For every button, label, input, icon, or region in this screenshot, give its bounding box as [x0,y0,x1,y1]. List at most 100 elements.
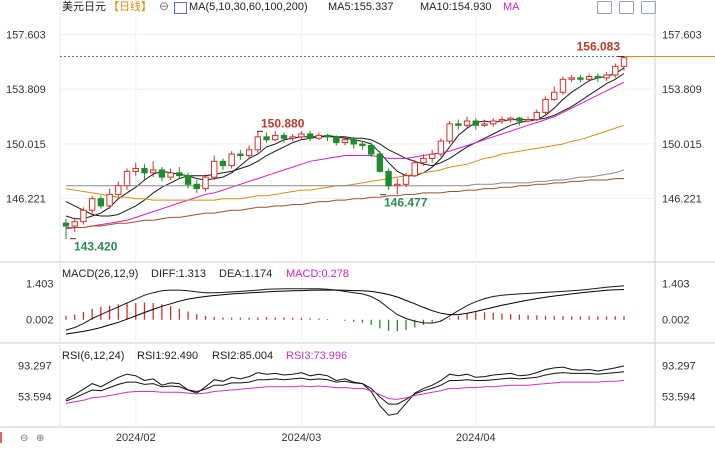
candle-body [394,183,401,187]
candle-body [324,134,331,138]
candle-body [490,120,497,125]
candle-body [446,123,453,142]
candle-body [315,134,323,139]
candle-body [280,134,288,139]
candle-body [463,120,471,126]
candle-body [219,160,227,167]
candle-body [585,75,593,80]
x-tick-label: 2024/04 [456,432,496,444]
candle-body [176,172,183,177]
candle-body [620,57,628,67]
candle-body [507,117,514,121]
candle-body [289,136,296,139]
candle-body [385,170,392,187]
candle-body [333,136,340,144]
rsi-y-tick-right: 93.297 [662,360,696,372]
macd-y-tick-left: 1.403 [26,279,54,291]
candle-body [524,119,532,122]
candle-body [149,169,157,174]
candle-body [367,144,375,155]
candle-body [411,162,418,177]
extreme-label: 146.477 [384,196,428,210]
ma5-label: MA5:155.337 [328,1,394,13]
candle-body [559,78,567,93]
candle-body [428,153,436,159]
candle-body [71,221,78,227]
candle-body [350,139,357,145]
y-tick-label-left: 153.809 [6,84,46,96]
candle-body [97,198,105,207]
ma-more-label[interactable]: MA [503,1,520,13]
macd-dea: DEA:1.174 [219,268,273,280]
rsi-y-tick-right: 53.594 [662,392,696,404]
rsi-line-rsi3 [65,380,625,404]
candle-body [115,185,122,195]
y-tick-label-right: 157.603 [662,30,702,42]
macd-y-tick-right: 0.002 [662,315,690,327]
macd-diff-line [65,285,625,331]
candle-body [359,143,366,146]
y-tick-label-right: 146.221 [662,193,702,205]
candle-body [542,98,549,113]
candle-body [167,172,174,178]
extreme-label: 150.880 [261,116,305,130]
candle-body [80,209,87,223]
macd-y-tick-left: 0.002 [26,315,54,327]
rsi2-label: RSI2:85.004 [212,350,274,362]
ma-line-ma200 [65,178,624,230]
candle-body [455,123,462,126]
zoom-out-icon[interactable]: ⊖ [20,433,29,444]
candle-body [298,133,305,138]
fullscreen-icon[interactable] [641,1,656,14]
candle-body [141,167,148,174]
macd-value: MACD:0.278 [286,268,349,280]
macd-title: MACD(26,12,9) [62,268,139,280]
candle-body [62,222,70,227]
x-tick-label: 2024/02 [116,432,156,444]
rsi-y-tick-left: 53.594 [18,392,52,404]
ma-label[interactable]: MA(5,10,30,60,100,200) [189,1,308,13]
macd-y-tick-right: 1.403 [662,279,690,291]
candle-body [516,117,523,122]
candle-body [437,140,445,155]
macd-diff: DIFF:1.313 [151,268,207,280]
candle-body [568,77,575,80]
candle-body [184,175,192,185]
candle-body [306,133,314,139]
candle-body [237,153,244,157]
extreme-label: 143.420 [74,240,118,254]
candle-body [577,77,584,80]
y-tick-label-left: 150.015 [6,139,46,151]
settings-icon[interactable]: ⊖ [159,0,170,13]
candle-body [612,65,619,76]
period-label[interactable]: 【日线】 [108,1,152,13]
candle-body [402,175,410,185]
indicator-icon[interactable] [174,2,187,14]
y-tick-label-right: 153.809 [662,84,702,96]
chart-type-icon[interactable] [597,1,612,14]
ma10-label: MA10:154.930 [420,1,492,13]
rsi-line-rsi2 [65,371,625,405]
candle-body [254,136,262,151]
zoom-in-icon[interactable]: ⊕ [36,433,45,444]
candle-body [472,120,479,126]
candle-body [263,136,270,141]
candle-body [132,167,139,172]
extreme-label: 156.083 [577,40,621,54]
ma-line-ma100 [66,169,625,187]
candle-body [202,176,209,190]
candle-body [533,111,541,121]
rsi1-label: RSI1:92.490 [137,350,199,362]
candle-body [245,149,253,157]
macd-dea-line [65,289,625,335]
ma-line-ma30 [66,81,625,228]
rsi-line-rsi1 [65,365,625,416]
candle-body [420,157,427,164]
candle-body [106,193,113,207]
mini-chart-icon[interactable] [0,432,10,443]
layout-icon[interactable] [619,1,634,14]
candle-body [594,75,602,79]
candle-body [211,160,218,178]
